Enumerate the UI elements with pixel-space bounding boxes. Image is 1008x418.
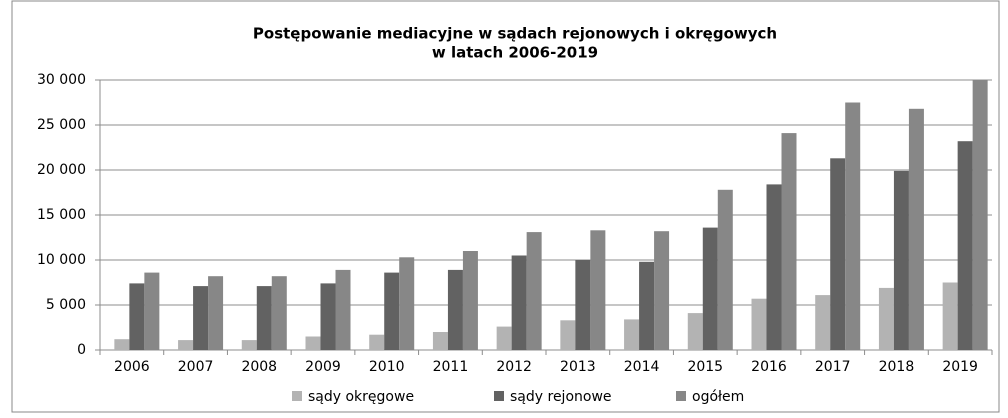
y-tick-label: 0 — [77, 342, 86, 358]
bar — [957, 141, 973, 350]
y-tick-label: 20 000 — [37, 162, 86, 178]
x-tick-label: 2009 — [305, 359, 341, 375]
x-tick-label: 2015 — [687, 359, 723, 375]
x-tick-label: 2007 — [178, 359, 214, 375]
bar — [830, 158, 846, 350]
bar — [687, 313, 703, 350]
bar — [654, 231, 670, 350]
bar — [496, 326, 512, 350]
bar — [335, 269, 351, 350]
bar — [144, 272, 160, 350]
x-tick-label: 2017 — [815, 359, 851, 375]
x-tick-label: 2008 — [241, 359, 277, 375]
x-tick-label: 2018 — [879, 359, 915, 375]
bar — [114, 339, 130, 350]
x-tick-label: 2011 — [433, 359, 469, 375]
bar — [590, 230, 606, 350]
bar — [893, 170, 909, 350]
y-tick-label: 5 000 — [46, 297, 86, 313]
bar — [305, 336, 321, 350]
legend-label: ogółem — [692, 389, 744, 405]
y-tick-label: 15 000 — [37, 207, 86, 223]
y-tick-label: 30 000 — [37, 72, 86, 88]
bar — [624, 319, 640, 350]
legend-swatch — [292, 391, 302, 401]
bar — [845, 102, 861, 350]
x-tick-label: 2006 — [114, 359, 150, 375]
bar — [781, 133, 797, 350]
x-tick-label: 2012 — [496, 359, 532, 375]
bar — [717, 189, 733, 350]
chart-title: Postępowanie mediacyjne w sądach rejonow… — [253, 25, 777, 43]
bar — [447, 269, 463, 350]
bar — [908, 108, 924, 350]
bar — [815, 295, 831, 350]
bar — [942, 282, 958, 350]
x-tick-label: 2019 — [942, 359, 978, 375]
bar — [208, 276, 224, 350]
bar — [193, 286, 209, 350]
legend-label: sądy rejonowe — [510, 389, 612, 405]
bar — [766, 184, 782, 350]
bar — [178, 340, 194, 350]
bar — [560, 320, 576, 350]
chart-title: w latach 2006-2019 — [432, 44, 598, 62]
y-tick-label: 25 000 — [37, 117, 86, 133]
bar — [702, 227, 718, 350]
bar — [511, 255, 527, 350]
bar — [256, 286, 272, 350]
legend-label: sądy okręgowe — [308, 389, 414, 405]
x-tick-label: 2010 — [369, 359, 405, 375]
bar — [369, 334, 385, 350]
bar — [399, 257, 415, 350]
y-tick-label: 10 000 — [37, 252, 86, 268]
bar — [320, 283, 336, 350]
bar — [526, 232, 542, 350]
bar — [384, 272, 400, 350]
bar — [575, 260, 591, 350]
x-tick-label: 2014 — [624, 359, 660, 375]
bar — [972, 80, 988, 350]
x-tick-label: 2016 — [751, 359, 787, 375]
legend-swatch — [494, 391, 504, 401]
x-tick-label: 2013 — [560, 359, 596, 375]
bar — [878, 287, 894, 350]
legend-swatch — [676, 391, 686, 401]
bar — [432, 332, 448, 350]
bar — [462, 251, 478, 350]
bar — [241, 340, 257, 350]
bar — [271, 276, 287, 350]
bar — [751, 298, 767, 350]
bar — [639, 261, 655, 350]
bar — [129, 283, 145, 350]
